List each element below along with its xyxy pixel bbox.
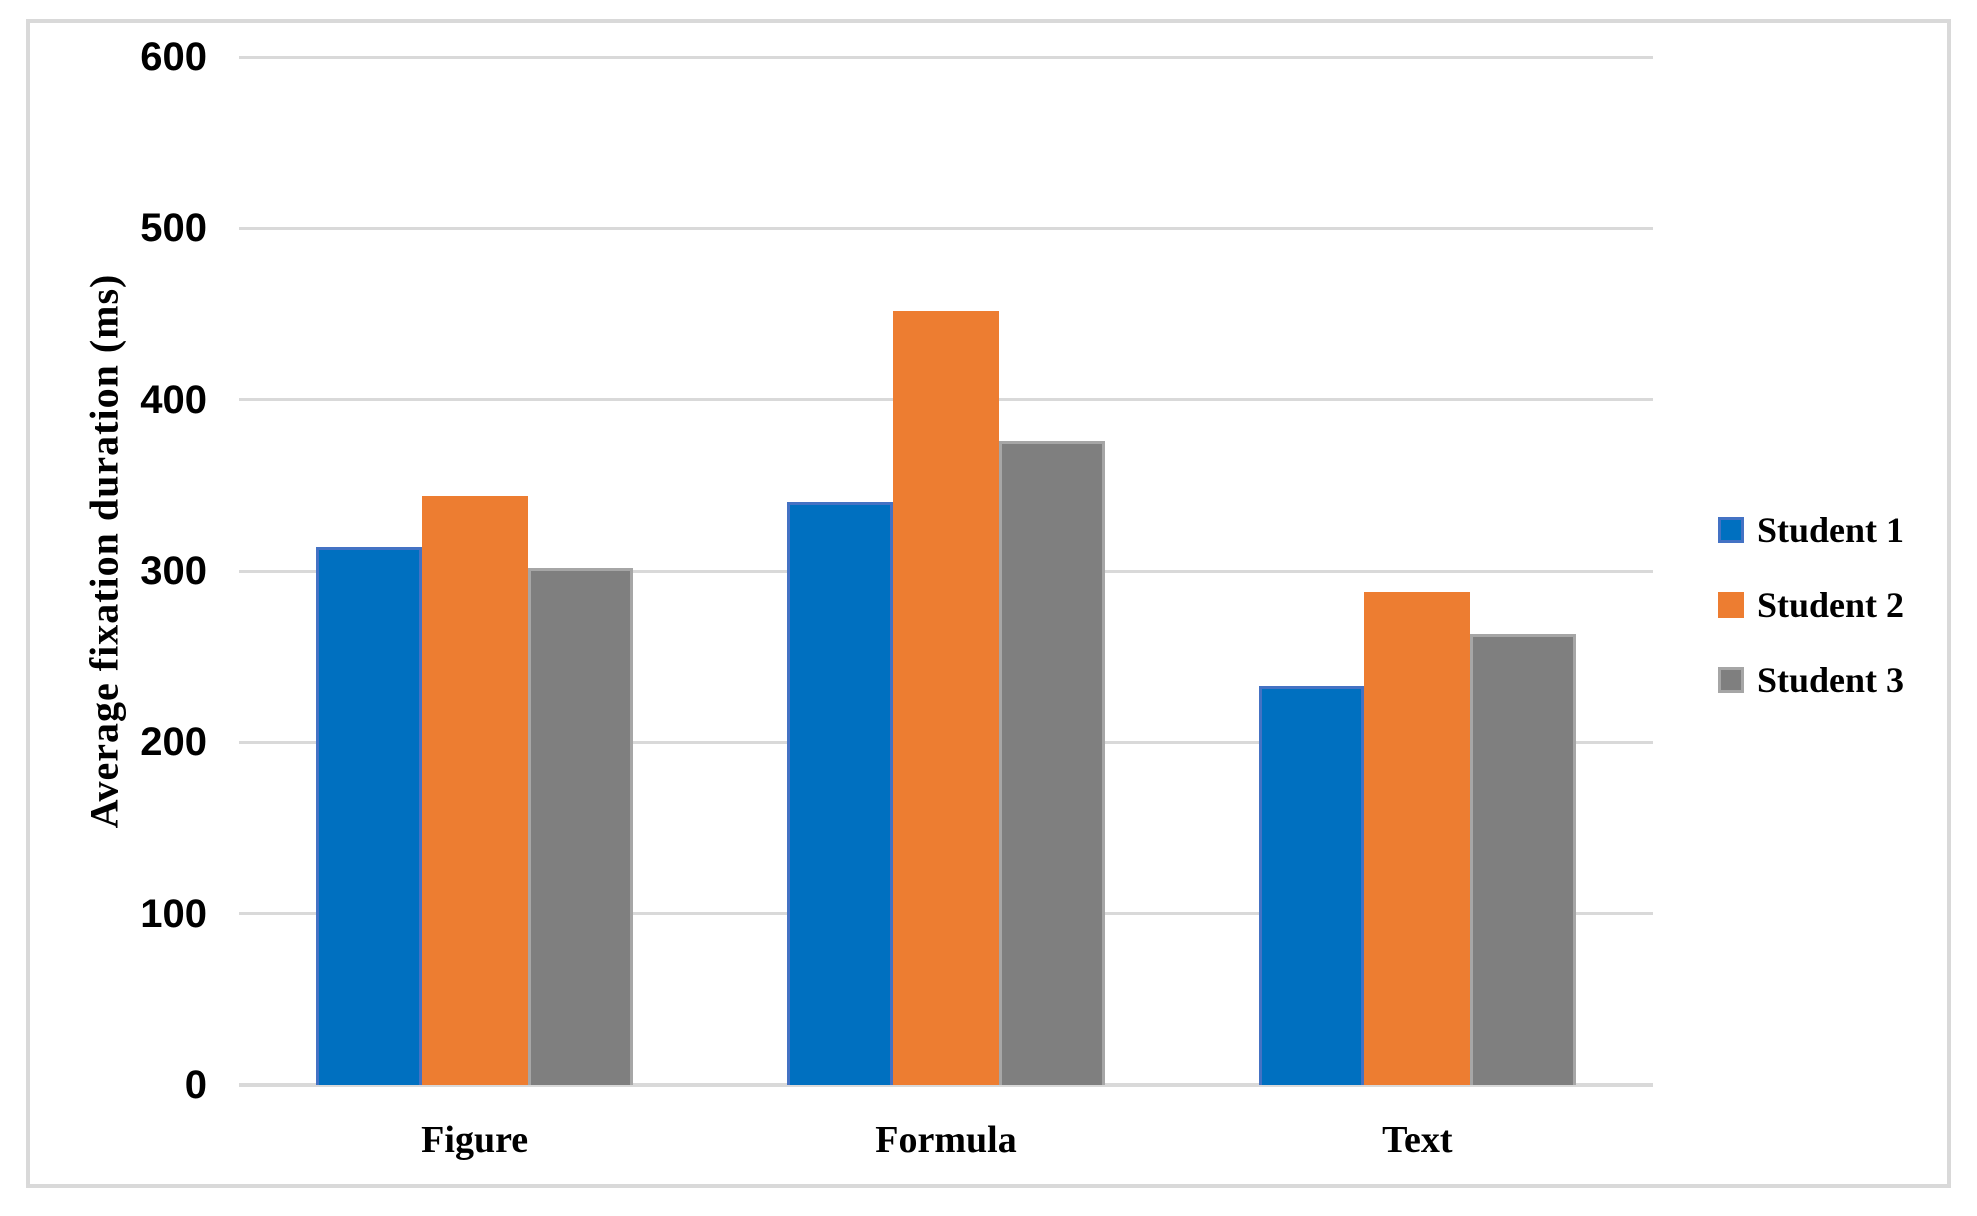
bar-text-student-3 xyxy=(1470,634,1576,1085)
y-tick-label-0: 0 xyxy=(184,1063,207,1107)
gridline-500 xyxy=(239,226,1653,230)
y-tick-label-400: 400 xyxy=(140,377,207,422)
legend-item-student-1: Student 1 xyxy=(1718,505,1904,555)
bar-formula-student-2 xyxy=(893,310,999,1085)
y-tick-label-100: 100 xyxy=(140,891,207,936)
y-tick-label-600: 600 xyxy=(140,35,207,79)
x-axis-label-formula: Formula xyxy=(875,1119,1017,1161)
bar-formula-student-3 xyxy=(998,440,1105,1085)
legend-swatch-student-3 xyxy=(1718,667,1744,693)
y-tick-label-300: 300 xyxy=(140,549,207,593)
legend-item-student-3: Student 3 xyxy=(1718,655,1904,705)
y-tick-label-200: 200 xyxy=(140,720,207,765)
x-axis-line xyxy=(239,1083,1653,1087)
legend-label-student-3: Student 3 xyxy=(1757,660,1905,700)
gridline-600 xyxy=(239,55,1653,59)
x-axis-label-text: Text xyxy=(1382,1119,1453,1161)
legend-label-student-1: Student 1 xyxy=(1757,510,1905,550)
bar-figure-student-2 xyxy=(421,495,528,1085)
legend-item-student-2: Student 2 xyxy=(1718,580,1904,630)
bar-figure-student-1 xyxy=(316,547,422,1085)
y-tick-label-500: 500 xyxy=(140,206,207,251)
legend-label-student-2: Student 2 xyxy=(1757,585,1905,625)
bar-text-student-2 xyxy=(1364,591,1471,1085)
bar-text-student-1 xyxy=(1258,685,1365,1085)
bar-figure-student-3 xyxy=(527,567,634,1085)
x-axis-label-figure: Figure xyxy=(421,1119,529,1161)
bar-formula-student-1 xyxy=(787,502,894,1085)
legend-swatch-student-1 xyxy=(1718,517,1744,543)
legend-swatch-student-2 xyxy=(1718,592,1744,618)
